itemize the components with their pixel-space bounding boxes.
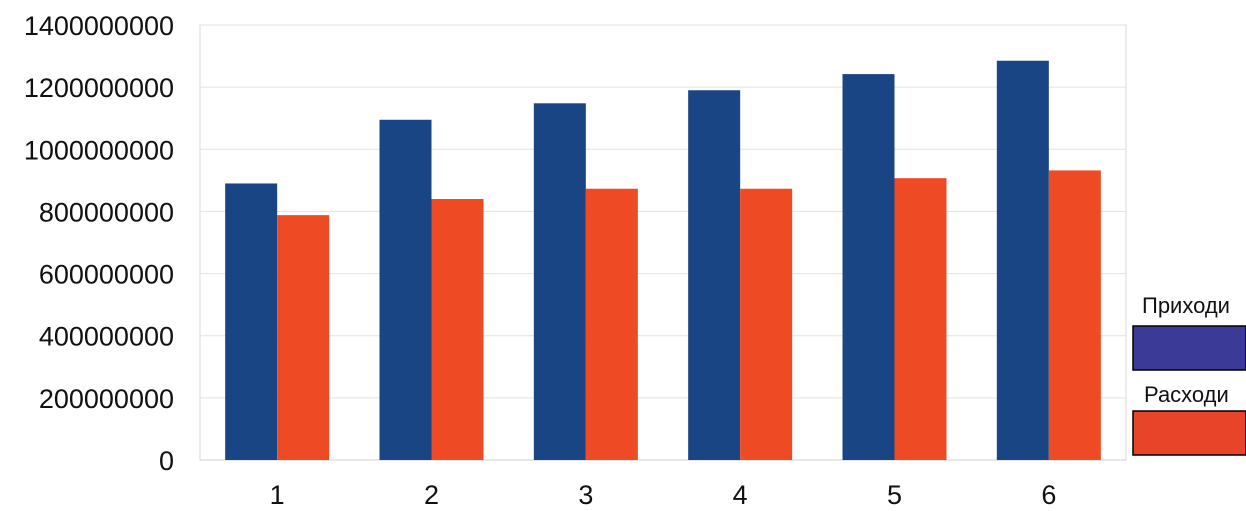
x-tick-label: 2	[424, 480, 439, 510]
bar-series-1-cat-1	[225, 183, 278, 460]
bar-series-1-cat-6	[996, 60, 1049, 460]
legend-swatch-rashodi	[1132, 410, 1246, 456]
x-axis-ticks: 1 2 3 4 5 6	[270, 480, 1057, 510]
x-tick-label: 4	[733, 480, 748, 510]
legend: Приходи Расходи	[1132, 293, 1246, 456]
y-tick-label: 1400000000	[24, 11, 174, 41]
gridlines	[200, 24, 1126, 461]
bar-series-1-cat-2	[379, 119, 432, 461]
x-tick-label: 5	[887, 480, 902, 510]
bar-series-2-cat-5	[894, 178, 947, 461]
legend-label-prihodi: Приходи	[1142, 293, 1230, 318]
y-tick-label: 200000000	[39, 384, 174, 414]
bars	[225, 60, 1101, 461]
y-tick-label: 600000000	[39, 260, 174, 290]
x-tick-label: 1	[270, 480, 285, 510]
y-tick-label: 1000000000	[24, 135, 174, 165]
y-axis-ticks: 0 200000000 400000000 600000000 800000000 100…	[24, 11, 174, 476]
bar-series-2-cat-1	[277, 215, 330, 460]
y-tick-label: 400000000	[39, 322, 174, 352]
plot-area	[199, 24, 1127, 461]
bar-series-2-cat-2	[431, 199, 484, 460]
x-tick-label: 6	[1041, 480, 1056, 510]
bar-series-1-cat-4	[688, 90, 741, 460]
bar-series-1-cat-3	[533, 103, 586, 461]
bar-series-2-cat-6	[1048, 170, 1101, 460]
y-tick-label: 0	[159, 446, 174, 476]
y-tick-label: 800000000	[39, 197, 174, 227]
bar-series-2-cat-4	[740, 188, 793, 460]
x-tick-label: 3	[578, 480, 593, 510]
bar-series-1-cat-5	[842, 74, 895, 460]
bar-series-2-cat-3	[585, 188, 638, 460]
legend-label-rashodi: Расходи	[1144, 382, 1229, 407]
legend-swatch-prihodi	[1132, 325, 1246, 371]
y-tick-label: 1200000000	[24, 73, 174, 103]
